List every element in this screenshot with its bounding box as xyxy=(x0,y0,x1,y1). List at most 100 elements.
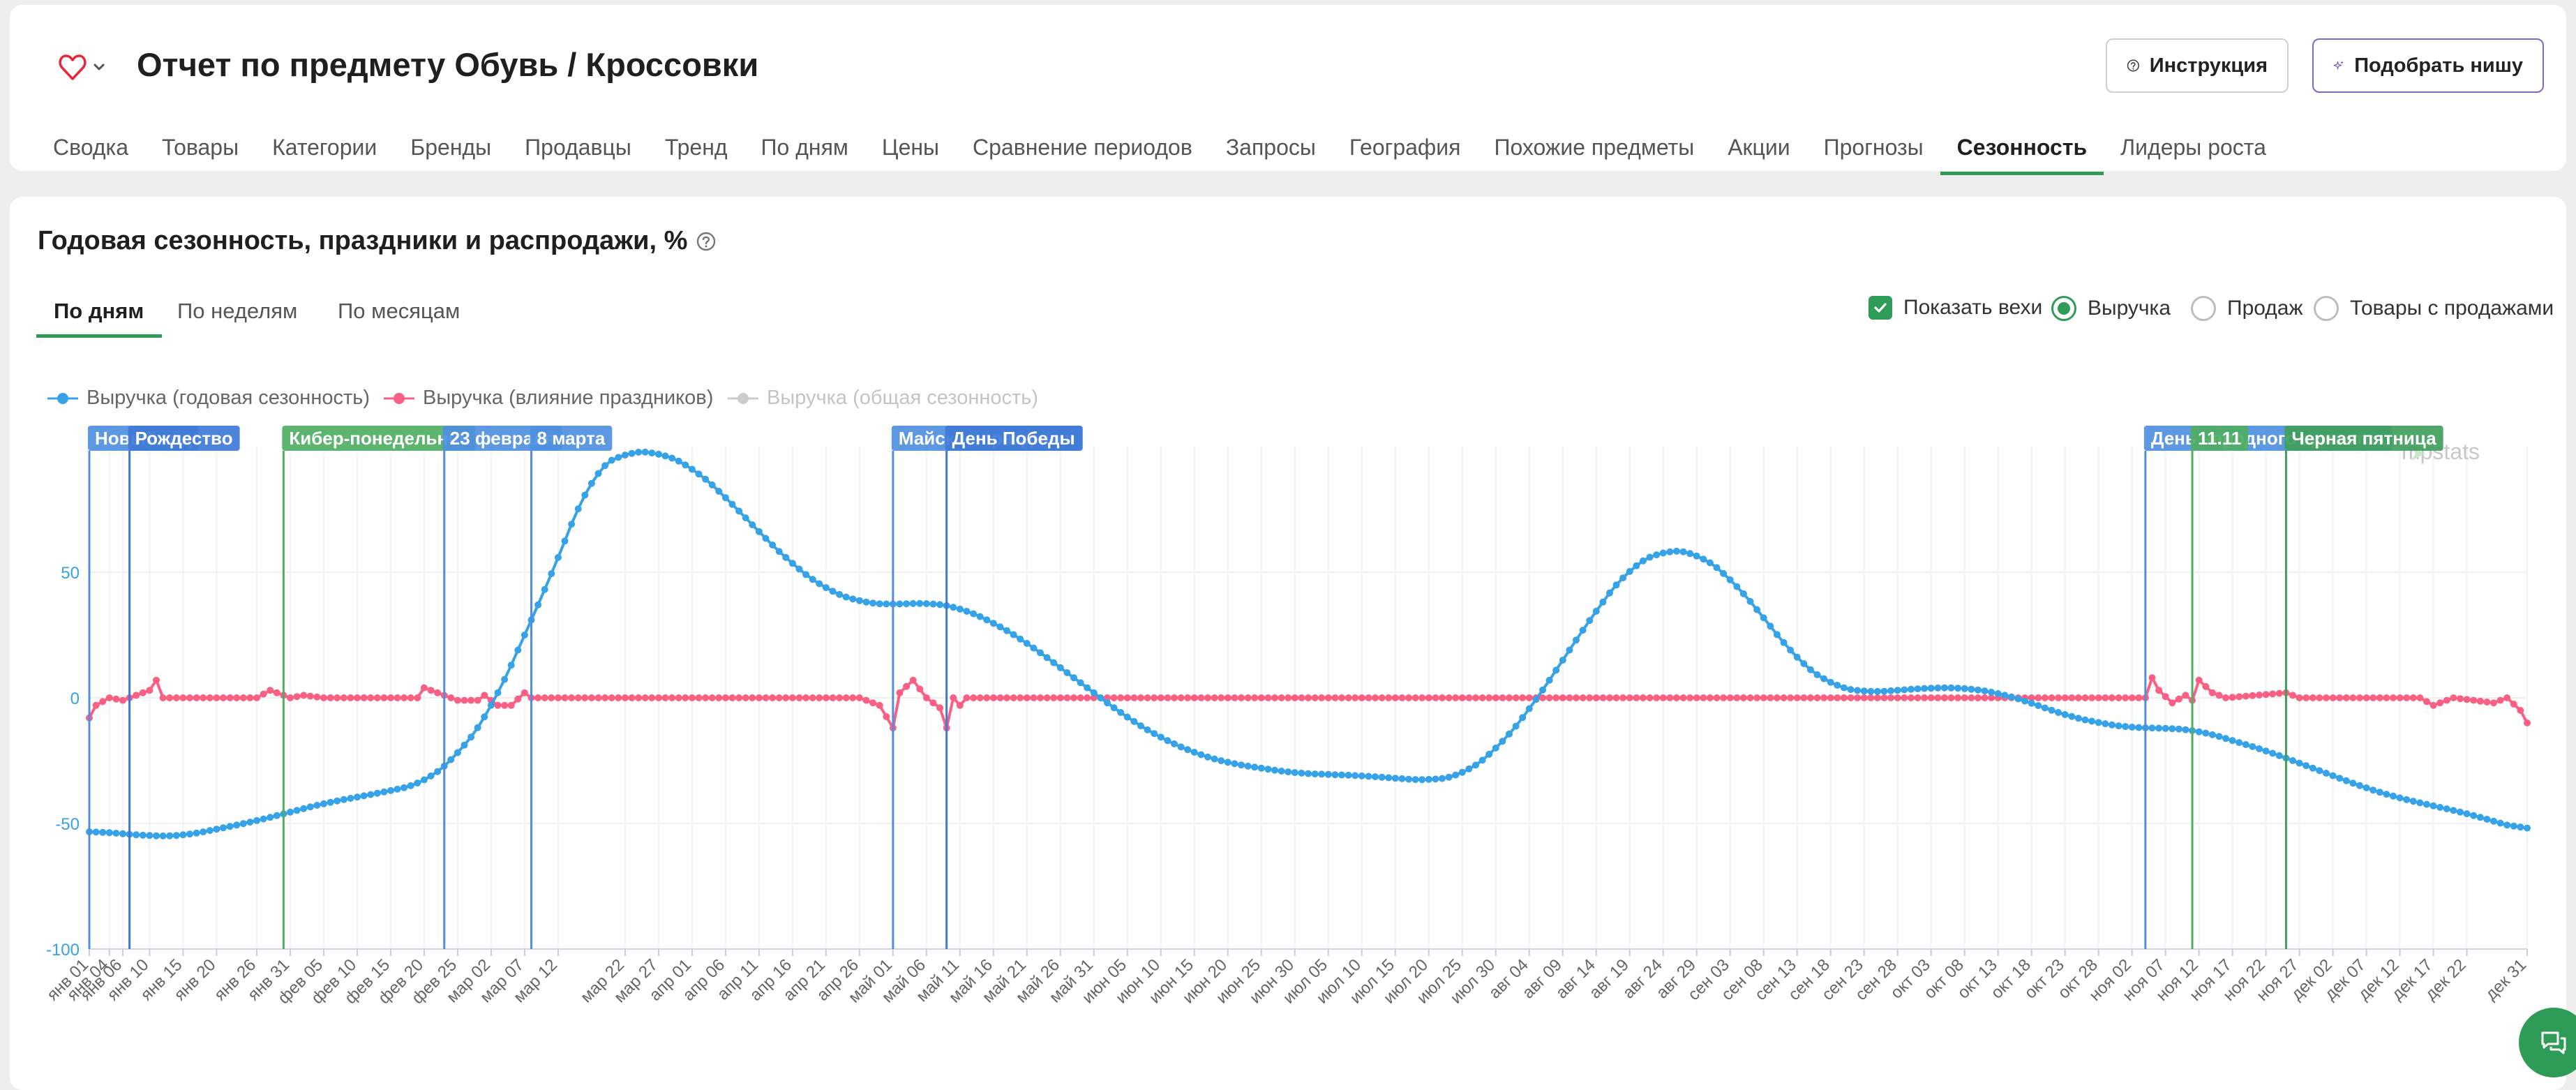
series-0-point xyxy=(916,599,924,607)
milestone-flag[interactable]: 11.11 xyxy=(2191,426,2249,451)
question-circle-icon[interactable] xyxy=(696,231,717,252)
tab-15[interactable]: Лидеры роста xyxy=(2120,135,2266,160)
series-1-point xyxy=(849,694,857,701)
milestone-badge xyxy=(128,426,240,451)
series-1-point xyxy=(1338,694,1345,701)
subtab-by-weeks[interactable]: По неделям xyxy=(177,299,298,323)
series-1-point xyxy=(1499,694,1506,701)
series-1-point xyxy=(635,694,643,701)
series-0-point xyxy=(1894,687,1901,694)
legend-overall[interactable]: Выручка (общая сезонность) xyxy=(728,387,1038,410)
tab-8[interactable]: Сравнение периодов xyxy=(973,135,1192,160)
series-0-point xyxy=(2055,709,2062,716)
series-1-point xyxy=(1458,694,1466,701)
series-0-point xyxy=(2122,723,2129,731)
series-1-point xyxy=(1901,694,1908,701)
series-1-point xyxy=(1834,694,1841,701)
series-1-point xyxy=(1787,694,1795,701)
series-0-point xyxy=(976,613,984,620)
tab-14[interactable]: Сезонность xyxy=(1956,135,2088,160)
tab-7[interactable]: Цены xyxy=(881,135,940,160)
tab-6[interactable]: По дням xyxy=(761,135,848,160)
series-0-point xyxy=(1063,669,1071,676)
series-1-point xyxy=(775,694,783,701)
milestone-flag[interactable]: Черная пятница xyxy=(2284,426,2443,451)
series-0-point xyxy=(1144,726,1151,733)
tab-2[interactable]: Категории xyxy=(272,135,377,160)
series-1-point xyxy=(2376,694,2383,701)
series-1-point xyxy=(1391,694,1399,701)
series-1-point xyxy=(514,695,522,703)
series-1-point xyxy=(133,692,140,699)
series-1-point xyxy=(1171,694,1178,701)
series-1-point xyxy=(654,694,662,701)
tab-10[interactable]: География xyxy=(1349,135,1461,160)
series-1-point xyxy=(1539,694,1546,701)
y-tick-label: 0 xyxy=(70,689,80,708)
series-0-point xyxy=(146,832,153,839)
series-0-point xyxy=(1921,685,1929,692)
series-1-point xyxy=(1151,694,1158,701)
series-0-point xyxy=(2001,692,2009,699)
pick-niche-button[interactable]: Подобрать нишу xyxy=(2312,38,2544,93)
radio-revenue[interactable]: Выручка xyxy=(2051,296,2171,321)
tab-5[interactable]: Тренд xyxy=(664,135,728,160)
help-button[interactable]: Инструкция xyxy=(2106,38,2289,93)
series-1-point xyxy=(347,694,354,701)
series-0-point xyxy=(2409,798,2417,805)
tab-3[interactable]: Бренды xyxy=(410,135,492,160)
series-0-point xyxy=(1559,657,1566,664)
series-0-point xyxy=(1626,568,1633,575)
tab-13[interactable]: Прогнозы xyxy=(1823,135,1924,160)
show-milestones-checkbox[interactable]: Показать вехи xyxy=(1869,296,2042,320)
favorite-toggle[interactable] xyxy=(59,52,107,83)
tab-4[interactable]: Продавцы xyxy=(525,135,631,160)
series-0-point xyxy=(1452,771,1460,779)
series-1-point xyxy=(2476,697,2484,705)
series-1-point xyxy=(200,694,207,701)
series-1-point xyxy=(2115,694,2122,701)
series-0-point xyxy=(1411,776,1419,784)
series-0-point xyxy=(970,610,978,618)
tab-11[interactable]: Похожие предметы xyxy=(1494,135,1695,160)
tab-0[interactable]: Сводка xyxy=(53,135,129,160)
series-0-point xyxy=(2275,752,2283,759)
series-1-point xyxy=(1947,694,1955,701)
series-0-point xyxy=(267,814,274,821)
tab-9[interactable]: Запросы xyxy=(1225,135,1316,160)
series-0-point xyxy=(273,812,280,819)
milestone-flag[interactable]: День Победы xyxy=(945,426,1082,451)
tab-12[interactable]: Акции xyxy=(1728,135,1790,160)
legend-holidays[interactable]: Выручка (влияние праздников) xyxy=(384,387,713,410)
series-0-point xyxy=(702,475,710,483)
series-0-point xyxy=(92,828,100,836)
milestone-flag[interactable]: 8 марта xyxy=(530,426,613,451)
series-0-point xyxy=(380,788,388,796)
series-1-point xyxy=(1760,694,1767,701)
subtab-by-days[interactable]: По дням xyxy=(54,299,144,323)
series-1-point xyxy=(996,694,1004,701)
series-0-point xyxy=(1104,699,1111,707)
legend-seasonal[interactable]: Выручка (годовая сезонность) xyxy=(47,387,370,410)
milestone-badge xyxy=(2284,426,2443,451)
milestone-flag[interactable]: Кибер-понедельник xyxy=(282,426,476,451)
series-1-point xyxy=(481,692,488,699)
series-1-point xyxy=(1130,694,1138,701)
series-1-point xyxy=(2175,695,2182,703)
milestone-flag[interactable]: Рождество xyxy=(128,426,240,451)
series-1-point xyxy=(1050,694,1058,701)
series-1-point xyxy=(1063,694,1071,701)
series-0-point xyxy=(2436,804,2444,811)
series-1-point xyxy=(1372,694,1379,701)
chat-button[interactable] xyxy=(2519,1008,2576,1077)
series-0-point xyxy=(2356,782,2363,789)
series-1-point xyxy=(2423,698,2430,705)
radio-sales[interactable]: Продаж xyxy=(2191,296,2303,321)
tab-1[interactable]: Товары xyxy=(162,135,239,160)
series-1-point xyxy=(1827,694,1834,701)
series-1-point xyxy=(1693,694,1700,701)
subtab-by-months[interactable]: По месяцам xyxy=(338,299,460,323)
series-0-point xyxy=(467,733,475,741)
series-1-point xyxy=(2463,696,2471,703)
radio-items-with-sales[interactable]: Товары с продажами xyxy=(2314,296,2554,321)
